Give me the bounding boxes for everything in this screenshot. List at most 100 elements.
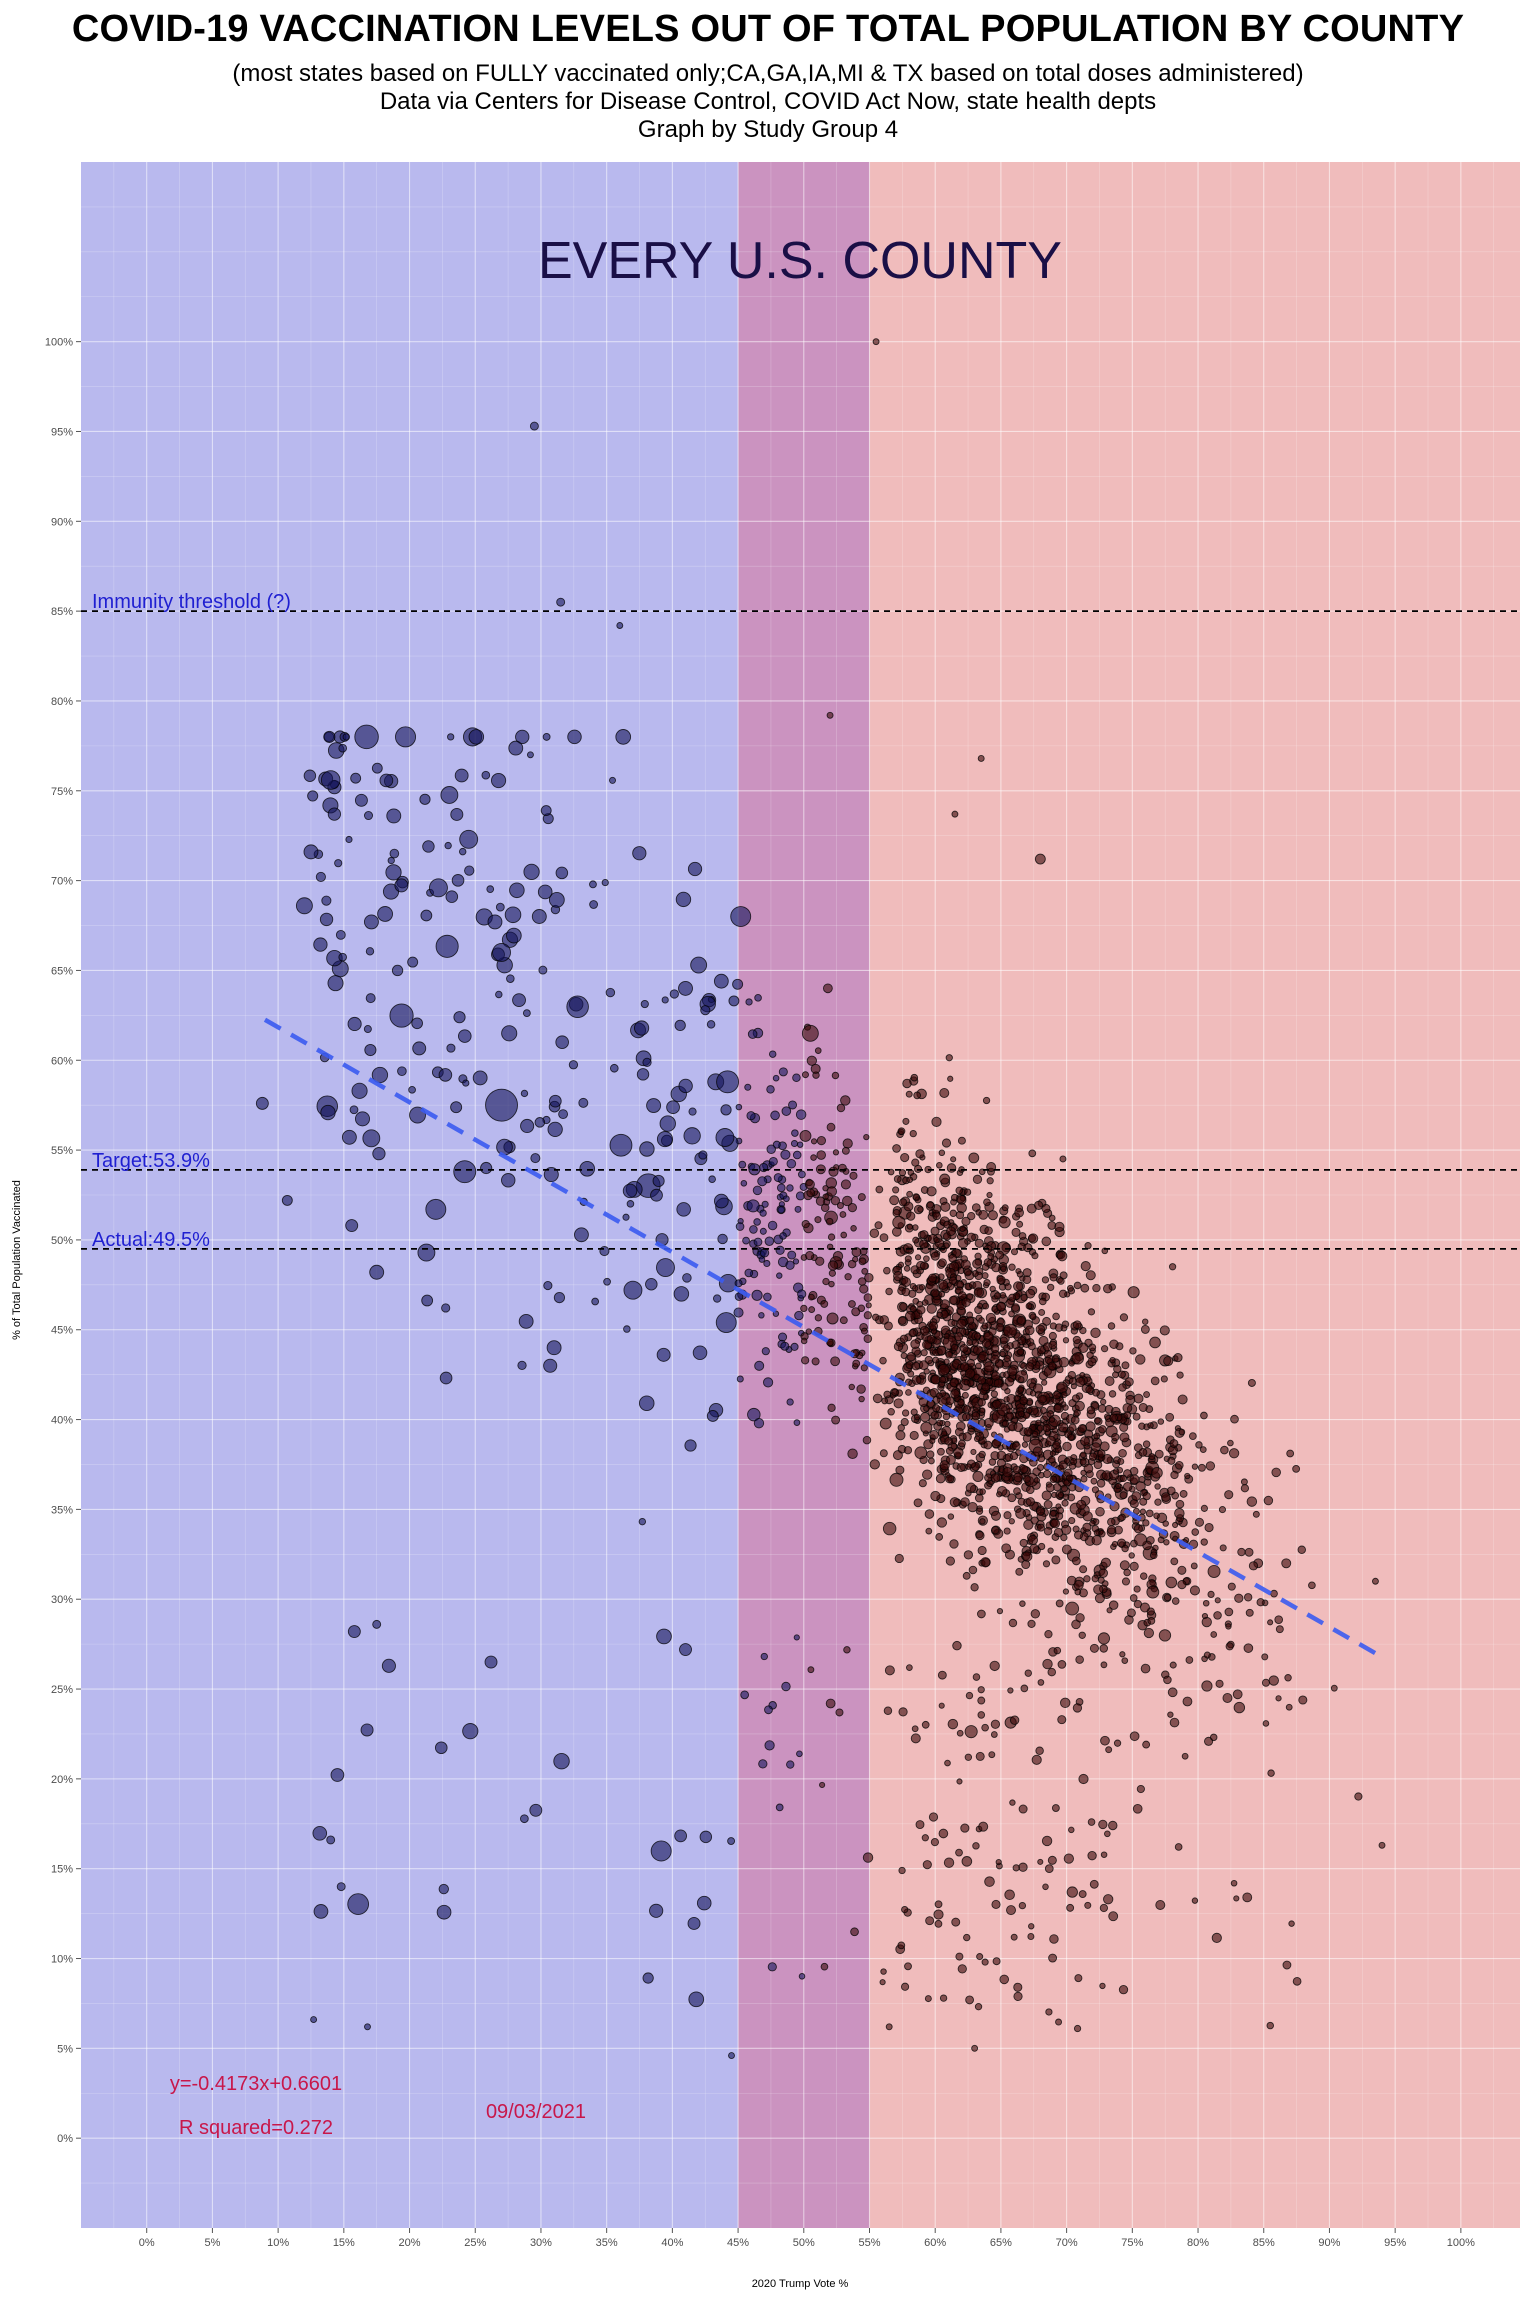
data-point — [1157, 1418, 1165, 1425]
data-point — [967, 1211, 976, 1221]
data-point — [1048, 1214, 1056, 1222]
data-point — [1072, 1320, 1082, 1330]
data-point — [1083, 1463, 1094, 1474]
data-point — [1068, 1423, 1077, 1432]
data-point — [334, 859, 343, 868]
data-point — [917, 1206, 924, 1213]
data-point — [546, 1340, 562, 1356]
data-point — [972, 1673, 981, 1681]
data-point — [566, 995, 589, 1019]
data-point — [1078, 1773, 1089, 1785]
data-point — [904, 1962, 912, 1971]
data-point — [1007, 1687, 1014, 1694]
data-point — [699, 1830, 713, 1844]
data-point — [988, 1327, 997, 1336]
data-point — [1075, 1376, 1086, 1388]
data-point — [780, 1149, 791, 1160]
data-point — [758, 1312, 765, 1319]
data-point — [996, 1301, 1006, 1312]
data-point — [734, 1279, 743, 1288]
data-point — [1079, 1451, 1087, 1459]
data-point — [1224, 1490, 1234, 1500]
data-point — [537, 884, 553, 900]
data-point — [911, 1725, 919, 1733]
data-point — [1002, 1466, 1013, 1478]
data-point — [781, 1681, 791, 1692]
data-point — [977, 1686, 985, 1694]
data-point — [990, 1719, 1001, 1729]
data-point — [1093, 1432, 1101, 1440]
data-point — [889, 1195, 900, 1206]
data-point — [1166, 1486, 1176, 1496]
data-point — [989, 1660, 1000, 1672]
data-point — [1210, 1631, 1218, 1638]
data-point — [898, 1169, 907, 1177]
x-tick-label: 60% — [924, 2237, 946, 2249]
data-point — [1007, 1493, 1017, 1503]
data-point — [814, 1047, 822, 1054]
data-point — [930, 1490, 941, 1502]
data-point — [872, 338, 880, 346]
x-tick-label: 45% — [727, 2237, 749, 2249]
data-point — [1103, 1894, 1114, 1905]
data-point — [1019, 1538, 1028, 1548]
y-tick-label: 60% — [51, 1055, 73, 1067]
data-point — [1087, 1850, 1097, 1861]
data-point — [1179, 1489, 1188, 1498]
data-point — [1073, 2024, 1082, 2033]
data-point — [1018, 1232, 1027, 1240]
data-point — [1112, 1468, 1120, 1475]
data-point — [616, 622, 624, 629]
data-point — [852, 1256, 859, 1263]
data-point — [520, 1089, 529, 1098]
data-point — [1006, 1905, 1017, 1916]
data-point — [1210, 1733, 1218, 1742]
data-point — [979, 1488, 986, 1495]
data-point — [810, 1138, 818, 1145]
trend-line-group — [263, 1017, 1384, 1659]
data-point — [1087, 1308, 1096, 1316]
data-point — [983, 1417, 994, 1428]
data-point — [394, 878, 409, 893]
data-point — [898, 1316, 907, 1325]
data-point — [957, 1398, 965, 1407]
data-point — [936, 1419, 944, 1427]
data-point — [925, 1527, 933, 1535]
data-point — [1076, 1499, 1087, 1510]
data-point — [1074, 1588, 1082, 1596]
data-point — [930, 1288, 940, 1298]
data-point — [1051, 1804, 1060, 1812]
data-point — [1128, 1552, 1135, 1559]
data-point — [1034, 853, 1046, 865]
data-point — [1093, 1460, 1103, 1470]
data-point — [786, 1760, 795, 1769]
data-point — [307, 790, 319, 802]
data-point — [1136, 1784, 1145, 1794]
data-point — [996, 1491, 1003, 1498]
data-point — [1008, 1618, 1018, 1628]
data-point — [1010, 1933, 1018, 1941]
x-tick-label: 90% — [1318, 2237, 1340, 2249]
data-point — [1043, 1500, 1053, 1510]
data-point — [1122, 1481, 1133, 1492]
data-point — [553, 1752, 570, 1770]
data-point — [1017, 1348, 1025, 1356]
data-point — [1077, 1424, 1087, 1433]
y-tick-label: 20% — [51, 1774, 73, 1786]
data-point — [1097, 1449, 1106, 1458]
data-point — [783, 1195, 790, 1203]
data-point — [764, 1740, 775, 1751]
data-point — [860, 1364, 868, 1372]
data-point — [1013, 1422, 1024, 1433]
data-point — [740, 1180, 748, 1187]
data-point — [1267, 1769, 1275, 1777]
data-point — [977, 1711, 986, 1719]
data-point — [495, 902, 505, 912]
data-point — [744, 1268, 754, 1278]
data-point — [955, 1382, 963, 1390]
data-point — [1024, 1669, 1032, 1677]
data-point — [1049, 1450, 1057, 1457]
data-point — [492, 943, 511, 962]
data-point — [753, 1218, 761, 1226]
data-point — [1038, 1394, 1047, 1404]
